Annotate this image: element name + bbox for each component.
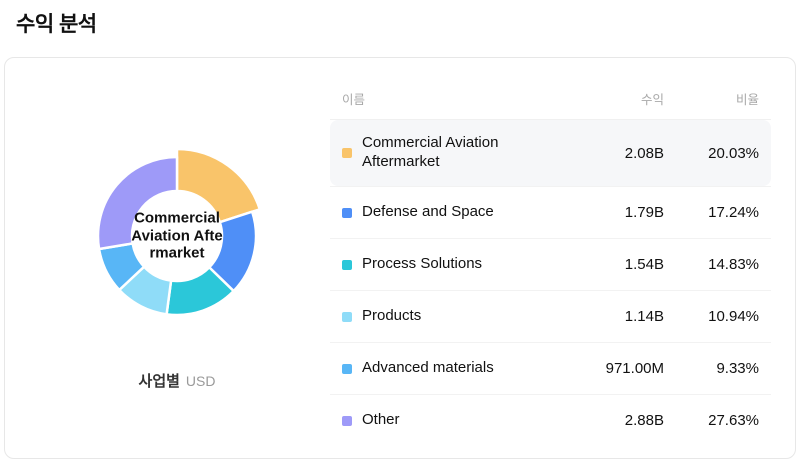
header-ratio: 비율 <box>735 93 759 107</box>
group-by-label: 사업별 <box>138 373 180 390</box>
series-name: Commercial Aviation Aftermarket <box>362 134 499 170</box>
donut-wrap: Commercial Aviation Aftermarket <box>77 136 277 336</box>
legend-table: 이름 수익 비율 Commercial Aviation Aftermarket… <box>330 78 771 446</box>
header-name: 이름 <box>342 93 366 107</box>
table-row[interactable]: Commercial Aviation Aftermarket 2.08B 20… <box>330 120 771 186</box>
series-ratio: 9.33% <box>716 360 759 377</box>
series-name: Defense and Space <box>362 203 494 221</box>
table-row[interactable]: Other 2.88B 27.63% <box>330 394 771 446</box>
series-name: Products <box>362 307 422 325</box>
series-revenue: 1.79B <box>624 204 664 221</box>
series-ratio: 20.03% <box>708 144 759 162</box>
series-ratio: 10.94% <box>708 308 759 325</box>
series-ratio: 17.24% <box>708 204 759 221</box>
table-row[interactable]: Advanced materials 971.00M 9.33% <box>330 342 771 394</box>
series-color-swatch <box>342 207 352 218</box>
series-color-swatch <box>342 259 352 270</box>
series-revenue: 1.54B <box>624 256 664 273</box>
series-color-swatch <box>342 148 352 158</box>
series-revenue: 2.08B <box>624 144 664 162</box>
series-revenue: 971.00M <box>605 360 664 377</box>
table-row[interactable]: Products 1.14B 10.94% <box>330 290 771 342</box>
series-color-swatch <box>342 415 352 426</box>
chart-footer: 사업별 USD <box>5 370 349 391</box>
series-ratio: 27.63% <box>708 412 759 429</box>
donut-chart[interactable] <box>77 136 277 336</box>
header-revenue: 수익 <box>640 93 664 107</box>
series-name: Advanced materials <box>362 359 494 377</box>
pie-slice-0[interactable] <box>175 147 262 224</box>
page-title: 수익 분석 <box>16 13 97 36</box>
table-header: 이름 수익 비율 <box>330 78 771 120</box>
series-name: Process Solutions <box>362 255 483 273</box>
table-row[interactable]: Defense and Space 1.79B 17.24% <box>330 186 771 238</box>
table-row[interactable]: Process Solutions 1.54B 14.83% <box>330 238 771 290</box>
series-name: Other <box>362 411 400 429</box>
unit-label: USD <box>185 373 216 389</box>
series-color-swatch <box>342 311 352 322</box>
series-revenue: 1.14B <box>624 308 664 325</box>
pie-slice-5[interactable] <box>96 155 179 251</box>
series-ratio: 14.83% <box>708 256 759 273</box>
series-color-swatch <box>342 363 352 374</box>
donut-center-label: Commercial Aviation Aftermarket <box>131 209 223 262</box>
chart-area: Commercial Aviation Aftermarket 사업별 USD <box>5 58 349 458</box>
revenue-breakdown-card: Commercial Aviation Aftermarket 사업별 USD 이… <box>4 57 796 459</box>
series-revenue: 2.88B <box>624 412 664 429</box>
